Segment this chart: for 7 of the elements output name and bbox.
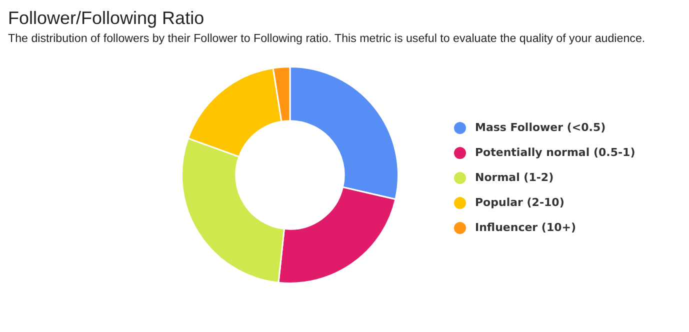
legend-label: Normal (1-2) — [475, 171, 554, 184]
legend-label: Popular (2-10) — [475, 196, 564, 209]
legend-label: Potentially normal (0.5-1) — [475, 146, 636, 159]
legend-label: Mass Follower (<0.5) — [475, 121, 606, 134]
chart-title: Follower/Following Ratio — [8, 8, 204, 29]
legend-label: Influencer (10+) — [475, 221, 576, 234]
chart-subtitle: The distribution of followers by their Follower to Following ratio. This metric is useful to evaluate the quality of your audience. — [8, 32, 646, 45]
